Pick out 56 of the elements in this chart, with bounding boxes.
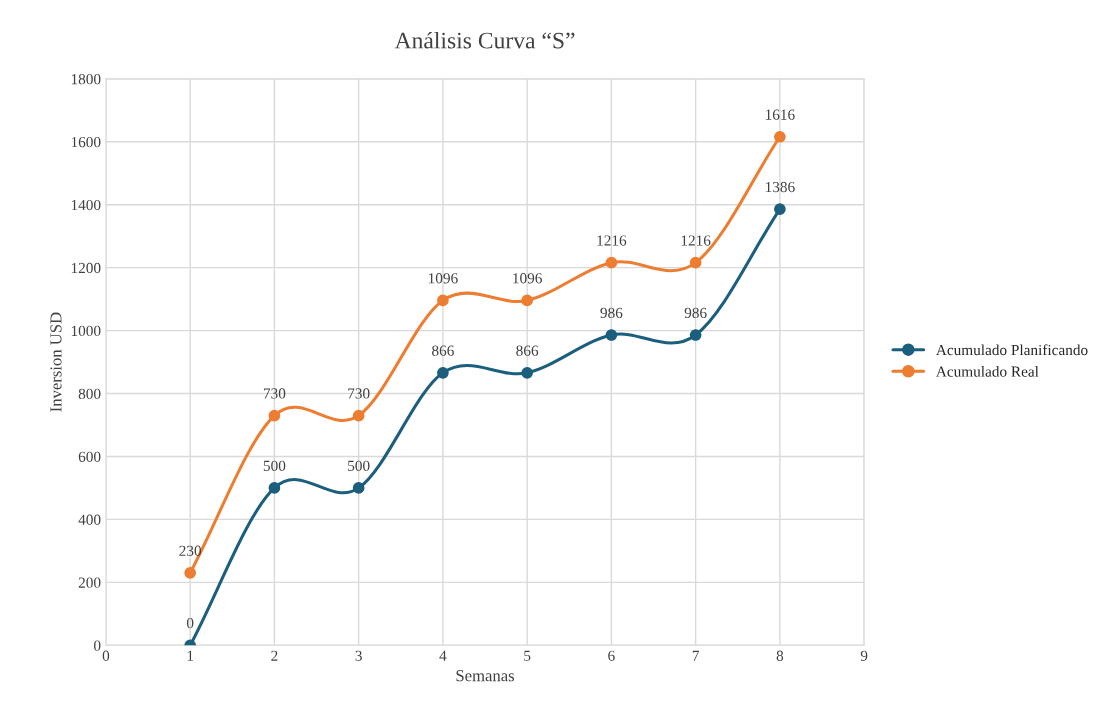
point — [521, 366, 533, 379]
data-label: 1096 — [513, 273, 542, 284]
x-tick-label: 0 — [102, 650, 110, 661]
y-tick-label: 1800 — [71, 74, 101, 85]
point — [437, 294, 449, 307]
data-label: 500 — [348, 460, 370, 471]
data-label: 500 — [263, 460, 286, 471]
x-tick-label: 2 — [271, 650, 278, 661]
x-tick-label: 5 — [524, 650, 531, 661]
x-tick-label: 8 — [776, 650, 784, 661]
data-label: 986 — [684, 307, 707, 319]
point — [268, 409, 281, 422]
point — [605, 329, 618, 341]
y-tick-label: 1000 — [71, 325, 101, 337]
y-tick-label: 400 — [78, 514, 101, 525]
point — [268, 482, 281, 494]
point — [774, 130, 786, 143]
x-tick-label: 1 — [187, 650, 194, 661]
y-tick-label: 1400 — [71, 199, 101, 211]
point — [521, 294, 533, 307]
x-tick-label: 9 — [860, 650, 868, 661]
data-label: 1096 — [428, 273, 458, 284]
chart-title: Análisis Curva “S” — [394, 31, 575, 49]
legend-label: Acumulado Real — [935, 366, 1039, 377]
data-label: 1216 — [597, 235, 627, 246]
x-tick-label: 7 — [692, 650, 700, 661]
data-label: 730 — [348, 388, 370, 399]
point — [774, 203, 786, 215]
data-label: 866 — [516, 345, 539, 356]
data-label: 1386 — [765, 181, 795, 193]
data-label: 730 — [263, 388, 286, 399]
y-tick-label: 0 — [94, 640, 101, 651]
y-tick-label: 800 — [78, 388, 101, 399]
y-tick-label: 1600 — [71, 136, 101, 148]
point — [437, 366, 449, 379]
y-tick-label: 200 — [78, 577, 101, 588]
y-axis-title: Inversion USD — [50, 312, 62, 412]
data-label: 986 — [600, 307, 623, 319]
point — [605, 256, 618, 269]
x-tick-label: 6 — [608, 650, 615, 661]
data-label: 1216 — [681, 235, 711, 246]
y-tick-label: 1200 — [71, 262, 101, 274]
point — [352, 482, 365, 494]
x-tick-label: 4 — [439, 650, 447, 661]
point — [352, 409, 365, 422]
data-label: 1616 — [765, 109, 795, 120]
point — [184, 567, 197, 579]
legend-label: Acumulado Planificando — [935, 344, 1088, 356]
data-label: 0 — [186, 618, 194, 629]
data-label: 866 — [432, 345, 454, 356]
data-label: 230 — [179, 545, 202, 556]
x-axis-title: Semanas — [456, 670, 515, 682]
point — [689, 256, 702, 269]
point — [689, 329, 702, 341]
y-tick-label: 600 — [78, 451, 101, 462]
x-tick-label: 3 — [355, 650, 362, 661]
